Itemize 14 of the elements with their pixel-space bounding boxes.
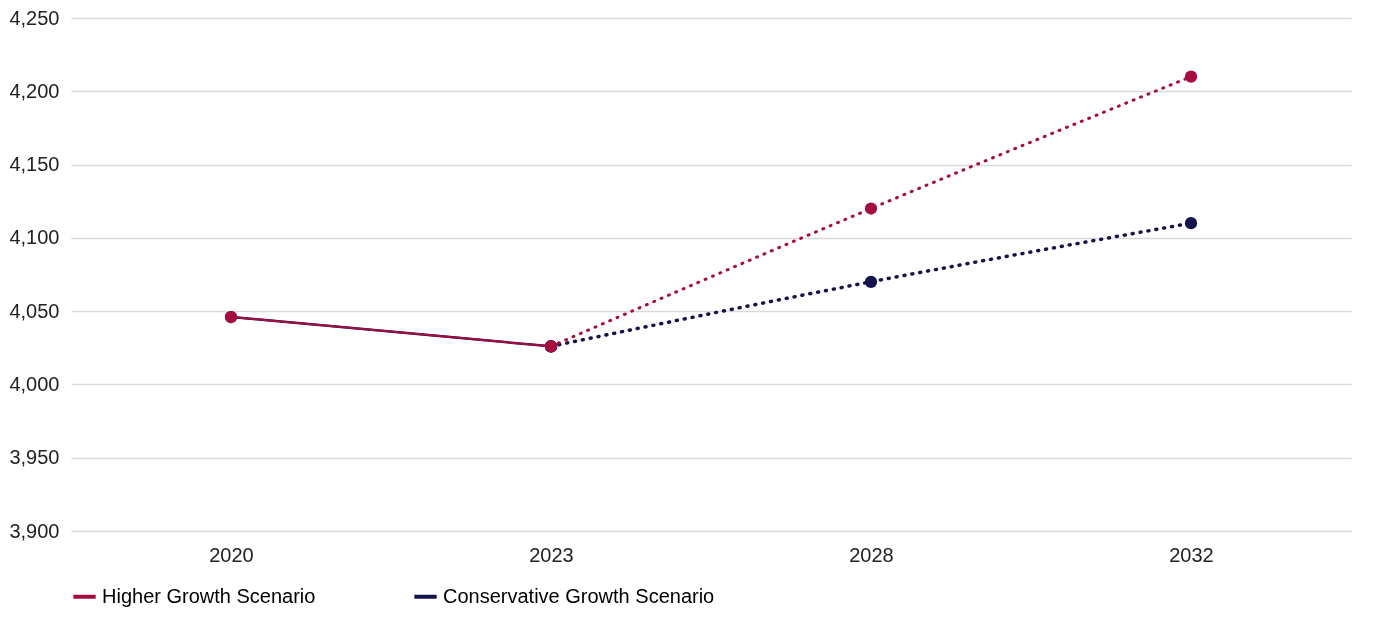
y-tick-label: 4,250 bbox=[9, 6, 60, 29]
x-tick-label: 2028 bbox=[849, 543, 894, 566]
y-tick-label: 4,000 bbox=[9, 372, 60, 395]
y-tick-label: 3,900 bbox=[9, 519, 60, 542]
legend-label: Conservative Growth Scenario bbox=[443, 584, 715, 607]
y-tick-label: 4,150 bbox=[9, 153, 60, 176]
x-tick-label: 2032 bbox=[1169, 543, 1214, 566]
x-tick-label: 2020 bbox=[209, 543, 254, 566]
y-tick-label: 4,200 bbox=[9, 79, 60, 102]
y-tick-label: 4,050 bbox=[9, 299, 60, 322]
y-tick-label: 3,950 bbox=[9, 446, 60, 469]
x-tick-label: 2023 bbox=[529, 543, 574, 566]
y-tick-label: 4,100 bbox=[9, 226, 60, 249]
legend-label: Higher Growth Scenario bbox=[102, 584, 316, 607]
